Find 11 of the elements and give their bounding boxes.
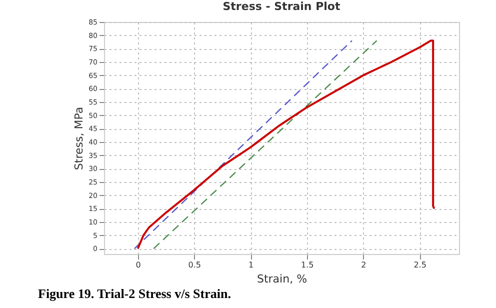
x-tick-label: 0.5 bbox=[188, 260, 202, 270]
x-tick-label: 2.5 bbox=[414, 260, 426, 270]
x-tick-label: 2 bbox=[361, 260, 366, 270]
y-axis-title: Stress, MPa bbox=[72, 106, 86, 170]
x-axis-title: Strain, % bbox=[256, 272, 308, 286]
line-series bbox=[136, 40, 436, 250]
caption: Figure 19. Trial-2 Stress v/s Strain. bbox=[38, 286, 231, 301]
x-tick-label: 0 bbox=[136, 260, 141, 270]
x-tick-label: 1 bbox=[248, 260, 254, 270]
chart-title: Stress - Strain Plot bbox=[222, 0, 340, 13]
x-tick-label: 1.5 bbox=[300, 260, 314, 270]
